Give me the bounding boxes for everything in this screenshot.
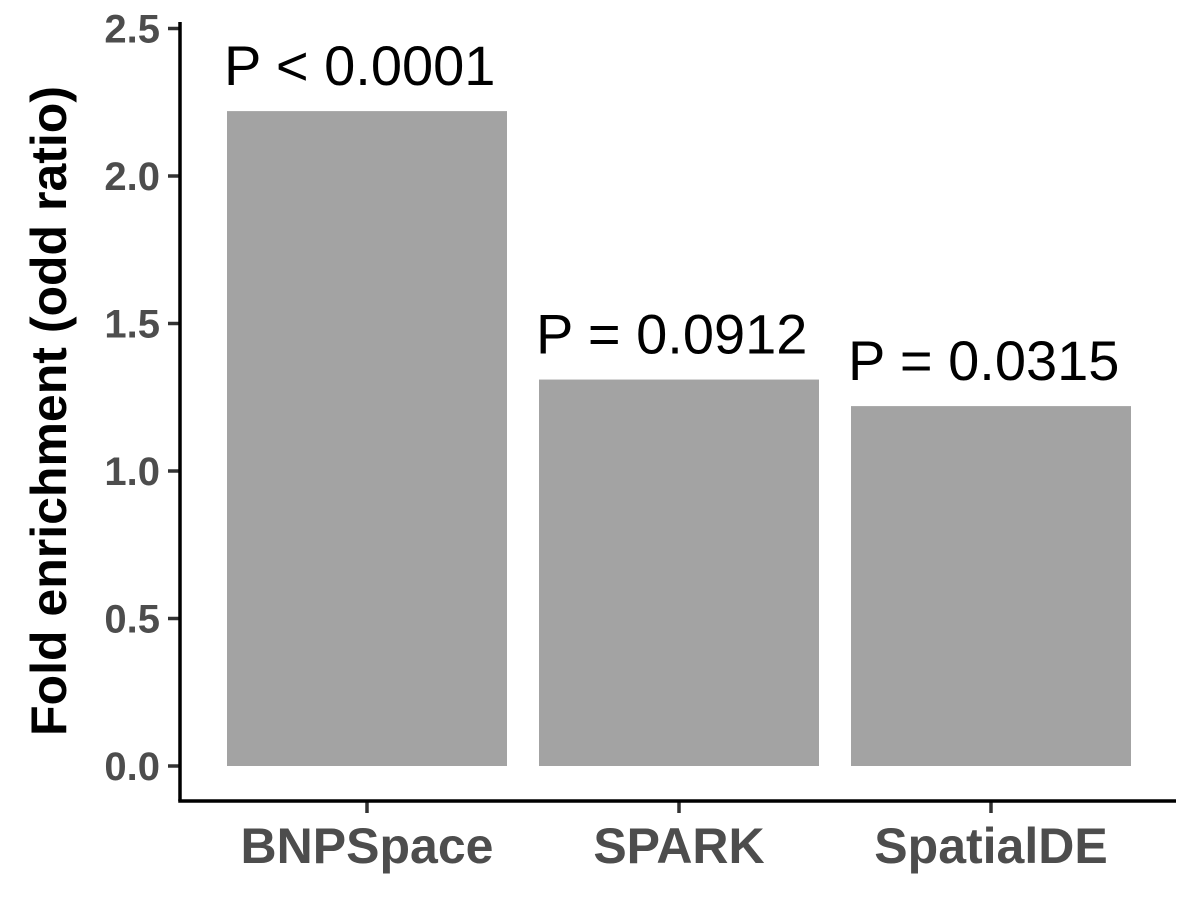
bar-p-value-label: P = 0.0315 — [848, 329, 1119, 392]
bar — [227, 111, 507, 767]
y-tick-label: 1.0 — [104, 450, 160, 494]
bar — [539, 379, 819, 766]
bars — [227, 111, 1131, 767]
y-tick-label: 2.5 — [104, 8, 160, 52]
y-tick-label: 1.5 — [104, 303, 160, 347]
bar — [851, 406, 1131, 766]
x-tick-label: SPARK — [593, 818, 764, 874]
y-axis-ticks: 0.0 0.5 1.0 1.5 2.0 2.5 — [104, 8, 180, 789]
bar-annotations: P < 0.0001 P = 0.0912 P = 0.0315 — [224, 34, 1119, 392]
x-tick-label: SpatialDE — [874, 818, 1107, 874]
y-tick-label: 0.0 — [104, 745, 160, 789]
bar-p-value-label: P < 0.0001 — [224, 34, 495, 97]
y-axis-label: Fold enrichment (odd ratio) — [21, 86, 77, 736]
x-axis-ticks: BNPSpace SPARK SpatialDE — [241, 801, 1108, 874]
y-tick-label: 0.5 — [104, 598, 160, 642]
bar-p-value-label: P = 0.0912 — [536, 303, 807, 366]
x-tick-label: BNPSpace — [241, 818, 494, 874]
y-tick-label: 2.0 — [104, 155, 160, 199]
